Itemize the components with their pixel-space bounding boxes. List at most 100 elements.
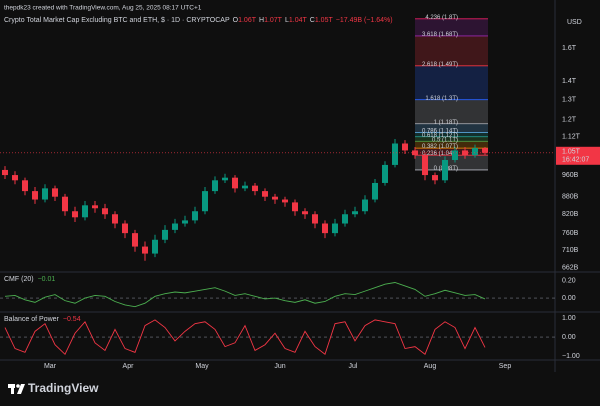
candle-body: [272, 196, 278, 200]
fib-band: [415, 148, 488, 156]
legend-value: 1.05T: [315, 17, 334, 24]
fib-label: 0.5 (1.1T): [432, 137, 458, 143]
fib-band: [415, 155, 488, 170]
fib-band: [415, 99, 488, 124]
logo-part: [17, 384, 25, 394]
candle-body: [182, 220, 188, 224]
candle-body: [82, 205, 88, 218]
candle-body: [242, 185, 248, 189]
candle-body: [322, 223, 328, 234]
candle-body: [152, 239, 158, 254]
candle-body: [52, 188, 58, 197]
candle-body: [442, 159, 448, 181]
y-tick-label: 960B: [562, 172, 579, 179]
indicator-line: [4, 319, 486, 356]
y-tick-label: 710B: [562, 247, 579, 254]
countdown: 16:42:07: [562, 157, 589, 164]
x-tick-label: May: [195, 363, 209, 370]
y-tick-label: 0.20: [562, 278, 576, 285]
fib-label: 1 (1.18T): [434, 120, 458, 126]
candle-body: [292, 202, 298, 212]
legend-value: 1.07T: [264, 17, 283, 24]
logo-part: [11, 384, 14, 394]
x-tick-label: Apr: [123, 363, 135, 370]
y-tick-label: 1.4T: [562, 78, 577, 85]
candle-body: [482, 148, 488, 153]
candle-body: [72, 211, 78, 218]
candle-body: [32, 191, 38, 200]
fib-label: 4.236 (1.8T): [425, 15, 458, 21]
indicator-legend: Balance of Power −0.54: [4, 316, 81, 323]
legend-key: C: [310, 17, 315, 24]
y-tick-label: 1.12T: [562, 134, 581, 141]
candle-body: [382, 164, 388, 183]
y-tick-label: 0.00: [562, 295, 576, 302]
y-tick-label: 880B: [562, 194, 579, 201]
candle-body: [2, 169, 8, 176]
y-tick-label: 1.2T: [562, 116, 577, 123]
candle-body: [12, 175, 18, 181]
indicator-legend: CMF (20) −0.01: [4, 276, 55, 283]
candle-body: [172, 223, 178, 230]
legend-change: −17.49B (−1.64%): [336, 17, 393, 24]
candle-body: [432, 175, 438, 181]
legend-key: L: [285, 17, 289, 24]
fib-band: [415, 132, 488, 137]
legend-value: 1.06T: [238, 17, 257, 24]
x-tick-label: Jul: [349, 363, 358, 370]
attribution: thepdk23 created with TradingView.com, A…: [4, 5, 202, 12]
candle-body: [402, 143, 408, 151]
y-tick-label: 760B: [562, 230, 579, 237]
y-tick-label: 0.00: [562, 334, 576, 341]
legend-key: O: [233, 17, 239, 24]
candle-body: [252, 185, 258, 192]
logo-part: [16, 384, 20, 388]
candle-body: [202, 191, 208, 212]
indicator-title: CMF (20): [4, 276, 34, 283]
candle-body: [192, 211, 198, 221]
last-price-box: [556, 146, 600, 165]
x-tick-label: Sep: [499, 363, 512, 370]
indicator-line: [4, 282, 486, 308]
candle-body: [362, 199, 368, 212]
fib-band: [415, 141, 488, 149]
fib-band: [415, 136, 488, 142]
currency: USD: [567, 19, 582, 26]
candle-body: [92, 205, 98, 209]
candle-body: [122, 223, 128, 234]
y-tick-label: 662B: [562, 264, 579, 271]
fib-label: 0.382 (1.07T): [422, 144, 458, 150]
candle-body: [282, 199, 288, 203]
candle-body: [212, 180, 218, 192]
fib-label: 1.618 (1.3T): [425, 96, 458, 102]
candle-body: [372, 182, 378, 200]
candle-body: [422, 155, 428, 176]
y-tick-label: 1.00: [562, 315, 576, 322]
candle-body: [352, 211, 358, 215]
candle-body: [302, 211, 308, 215]
x-tick-label: Jun: [274, 363, 285, 370]
y-tick-label: −1.00: [562, 353, 580, 360]
y-tick-label: 820B: [562, 211, 579, 218]
fib-label: 0.786 (1.14T): [422, 128, 458, 134]
fib-label: 0.236 (1.04T): [422, 151, 458, 157]
candle-body: [42, 188, 48, 200]
candle-body: [262, 191, 268, 197]
candle-body: [142, 246, 148, 254]
candle-body: [102, 208, 108, 215]
legend-key: H: [259, 17, 264, 24]
brand-logo: [8, 384, 25, 394]
x-tick-label: Mar: [44, 363, 57, 370]
symbol-title: Crypto Total Market Cap Excluding BTC an…: [4, 17, 230, 24]
fib-label: 2.618 (1.49T): [422, 62, 458, 68]
candle-body: [452, 150, 458, 160]
brand-name: TradingView: [28, 381, 99, 395]
candle-body: [62, 196, 68, 212]
legend-value: 1.04T: [289, 17, 308, 24]
fib-band: [415, 18, 488, 36]
candle-body: [132, 233, 138, 247]
fib-label: 0.618 (1.12T): [422, 133, 458, 139]
candle-body: [162, 229, 168, 240]
